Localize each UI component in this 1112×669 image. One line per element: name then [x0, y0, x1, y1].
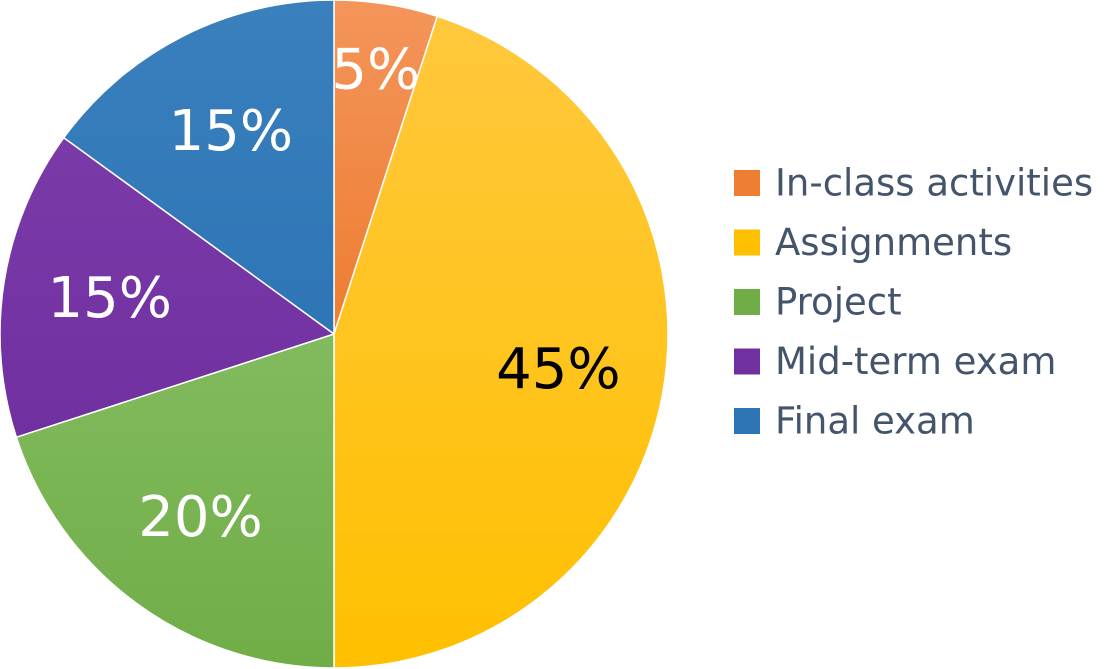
pie-slice-mid-term-exam	[0, 136, 336, 439]
legend-swatch-final-exam	[734, 408, 760, 434]
legend-label-mid-term-exam: Mid-term exam	[775, 340, 1056, 383]
legend-swatch-in-class-activities	[734, 170, 760, 196]
legend-label-in-class-activities: In-class activities	[775, 162, 1093, 205]
legend-swatch-mid-term-exam	[734, 348, 760, 375]
legend-swatch-assignments	[734, 229, 760, 256]
legend-item-project: Project	[734, 281, 902, 324]
legend-swatch-project	[734, 289, 760, 315]
data-label-in-class-activities: 5%	[331, 38, 420, 103]
pie-data-labels: 5% 45% 20% 15% 15%	[47, 38, 620, 551]
pie-slices	[0, 0, 669, 669]
legend-item-in-class-activities: In-class activities	[734, 162, 1093, 205]
data-label-project: 20%	[138, 485, 262, 550]
legend: In-class activities Assignments Project Mid…	[734, 162, 1093, 443]
legend-item-mid-term-exam: Mid-term exam	[734, 340, 1056, 383]
data-label-final-exam: 15%	[169, 99, 293, 164]
pie-slice-assignments	[333, 15, 669, 669]
legend-item-final-exam: Final exam	[734, 400, 975, 443]
pie-slice-project	[15, 332, 335, 669]
data-label-mid-term-exam: 15%	[47, 266, 171, 331]
pie-slice-final-exam	[62, 0, 335, 336]
legend-label-final-exam: Final exam	[775, 400, 975, 443]
legend-label-project: Project	[775, 281, 902, 324]
data-label-assignments: 45%	[496, 337, 620, 402]
legend-item-assignments: Assignments	[734, 221, 1012, 264]
legend-label-assignments: Assignments	[775, 221, 1012, 264]
